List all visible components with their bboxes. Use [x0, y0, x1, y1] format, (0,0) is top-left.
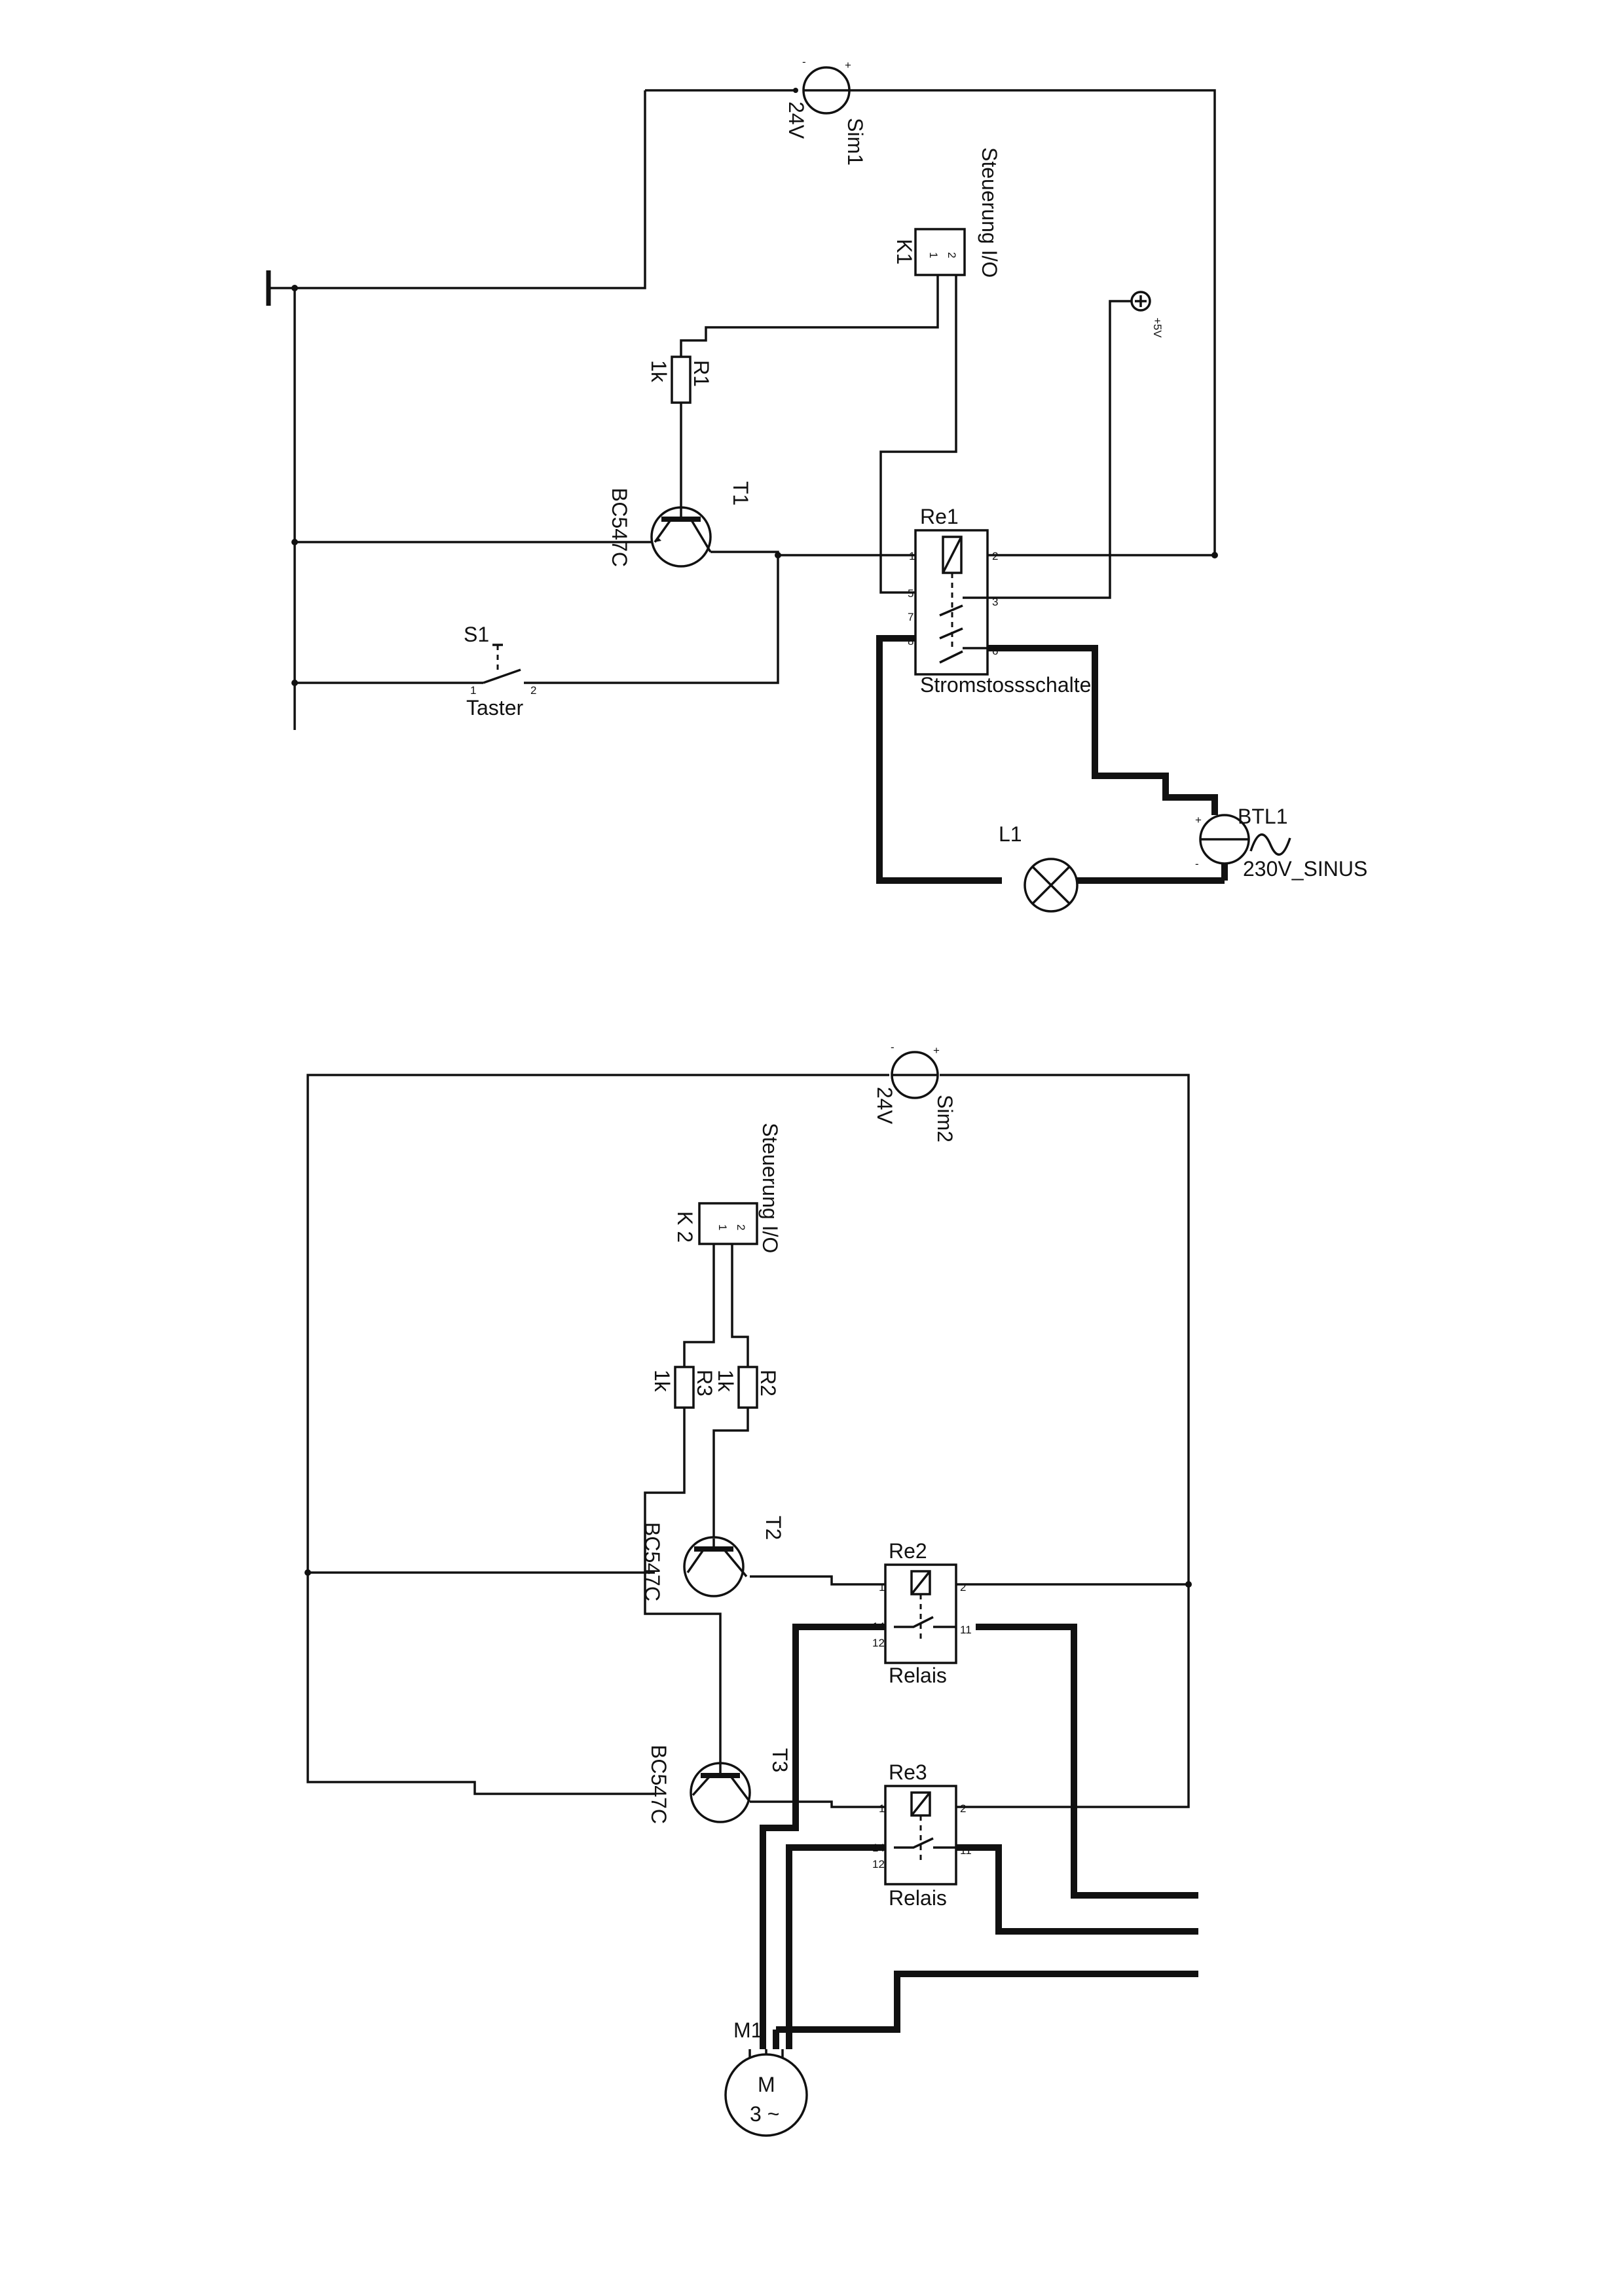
m1-three-phase-motor: M 3 ~ M1	[724, 2018, 808, 2137]
circuit-1: - + Sim1 24V Steuerung I/O K1 1 2 +5V R1…	[266, 56, 1367, 913]
r3-resistor: R3 1k	[650, 1366, 716, 1409]
k2-pin1: 1	[716, 1224, 729, 1230]
re2-relay: Re2 Relais 1 2 14 12 11	[872, 1539, 972, 1687]
k2-ref: K 2	[673, 1211, 697, 1243]
re3-pin12: 12	[872, 1858, 885, 1870]
t2-ref: T2	[762, 1516, 785, 1540]
m1-ref: M1	[733, 2018, 762, 2042]
re1-pin3: 3	[992, 596, 998, 608]
re3-relay: Re3 Relais 1 2 14 12 11	[872, 1760, 972, 1910]
r1-value: 1k	[647, 360, 671, 383]
re2-pin2: 2	[960, 1581, 966, 1594]
s1-ref: S1	[464, 623, 489, 646]
junction-dot	[1185, 1581, 1192, 1588]
t1-type: BC547C	[608, 488, 631, 567]
sim1-value: 24V	[784, 101, 808, 139]
re3-type: Relais	[889, 1886, 947, 1910]
k2-control-block: Steuerung I/O K 2 1 2	[673, 1123, 782, 1253]
k1-control-block: Steuerung I/O K1 1 2	[893, 147, 1001, 278]
circuit-2: - + Sim2 24V Steuerung I/O K 2 1 2 R3 1k…	[304, 1041, 1198, 2137]
re2-type: Relais	[889, 1664, 947, 1687]
r1-resistor: R1 1k	[647, 355, 713, 404]
btl1-minus: -	[1195, 858, 1199, 870]
s1-push-button: S1 Taster 1 2	[464, 623, 536, 720]
circuit-1-mains-wires	[876, 635, 1228, 884]
sim2-voltage-source: - + Sim2 24V	[873, 1041, 957, 1142]
l1-ref: L1	[999, 822, 1022, 846]
r3-value: 1k	[650, 1370, 674, 1393]
sim1-minus: -	[802, 56, 806, 68]
re1-pin8: 8	[908, 635, 913, 647]
re3-pin2: 2	[960, 1802, 966, 1815]
r3-ref: R3	[693, 1370, 716, 1396]
sim1-ref: Sim1	[843, 118, 867, 166]
r2-ref: R2	[756, 1370, 780, 1396]
re1-type: Stromstossschalter	[920, 673, 1098, 697]
k1-ref: K1	[893, 239, 916, 264]
k1-pin1: 1	[927, 252, 940, 258]
s1-pin1: 1	[470, 684, 476, 697]
s1-pin2: 2	[530, 684, 536, 697]
re3-pin1: 1	[879, 1802, 885, 1815]
btl1-ac-source: BTL1 230V_SINUS + -	[1195, 805, 1367, 881]
t1-ref: T1	[729, 481, 752, 505]
re1-pin6: 6	[992, 645, 998, 657]
re3-ref: Re3	[889, 1760, 927, 1784]
k1-type: Steuerung I/O	[978, 147, 1001, 278]
btl1-ref: BTL1	[1238, 805, 1287, 828]
sim1-voltage-source: - + Sim1 24V	[784, 56, 867, 166]
junction-dot	[775, 552, 781, 558]
circuit-2-wires	[306, 1074, 1190, 1808]
re1-ref: Re1	[920, 505, 959, 528]
r2-resistor: R2 1k	[714, 1366, 780, 1409]
re1-impulse-relay: Re1 Stromstossschalter 1 2 3 5 7 8 6	[908, 505, 1098, 697]
m1-symbol: M	[758, 2073, 775, 2096]
k2-type: Steuerung I/O	[758, 1123, 782, 1253]
k2-pin2: 2	[735, 1224, 747, 1230]
re1-pin5: 5	[908, 587, 913, 600]
junction-dot	[793, 88, 798, 93]
re2-pin12: 12	[872, 1637, 885, 1649]
t3-ref: T3	[768, 1748, 792, 1772]
re1-pin1: 1	[909, 550, 915, 562]
sim2-minus: -	[891, 1041, 895, 1053]
re3-pin14: 14	[872, 1842, 885, 1854]
junction-dot	[291, 680, 298, 686]
plus-5v-terminal: +5V	[1130, 291, 1164, 338]
sim2-plus: +	[933, 1044, 940, 1057]
sim2-ref: Sim2	[933, 1095, 957, 1142]
re2-ref: Re2	[889, 1539, 927, 1563]
t1-transistor: T1 BC547C	[608, 481, 752, 568]
btl1-value: 230V_SINUS	[1243, 857, 1367, 881]
m1-phase: 3 ~	[750, 2102, 779, 2126]
circuit-2-motor-wires	[760, 1624, 1198, 2049]
re1-pin7: 7	[908, 611, 913, 623]
re1-pin2: 2	[992, 550, 998, 562]
t2-transistor: T2 BC547C	[640, 1516, 785, 1601]
re2-pin14: 14	[872, 1620, 885, 1633]
r1-ref: R1	[690, 360, 713, 387]
r2-value: 1k	[714, 1370, 737, 1393]
junction-dot	[291, 539, 298, 545]
junction-dot	[1211, 552, 1218, 558]
k1-pin2: 2	[946, 252, 958, 258]
sim1-plus: +	[845, 59, 851, 71]
l1-lamp: L1	[999, 822, 1079, 913]
re3-pin11: 11	[960, 1844, 972, 1857]
t3-type: BC547C	[647, 1745, 671, 1824]
circuit-1-wires	[293, 89, 1216, 730]
t3-transistor: T3 BC547C	[647, 1745, 792, 1824]
t2-type: BC547C	[640, 1522, 664, 1601]
re2-pin1: 1	[879, 1581, 885, 1594]
re2-pin11: 11	[960, 1624, 972, 1636]
s1-type: Taster	[466, 696, 523, 720]
plus-5v-label: +5V	[1151, 318, 1164, 338]
sim2-value: 24V	[873, 1087, 896, 1125]
junction-dot	[304, 1569, 311, 1576]
btl1-plus: +	[1195, 814, 1202, 826]
